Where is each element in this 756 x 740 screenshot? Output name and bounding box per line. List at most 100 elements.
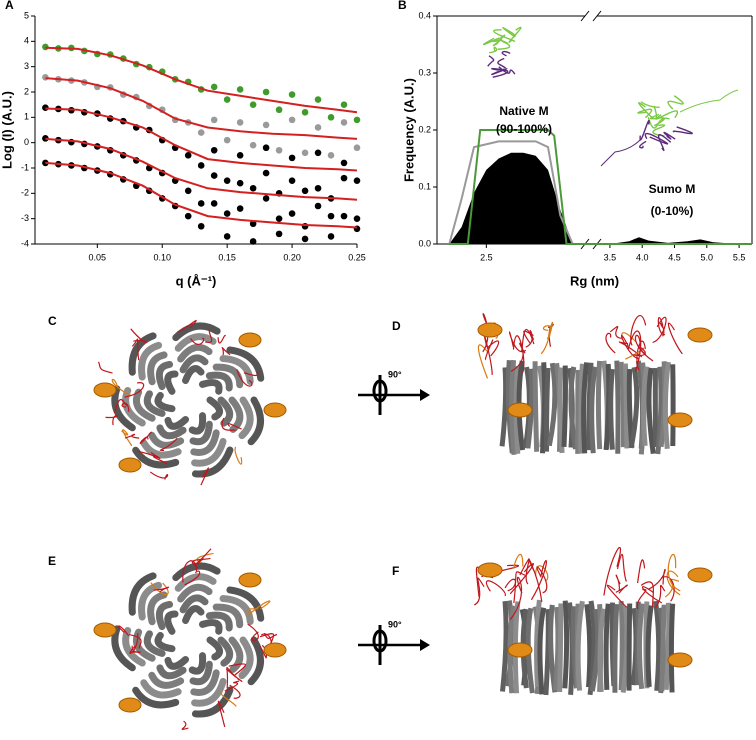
beta-sheet (189, 660, 213, 686)
beta-strand (543, 609, 551, 696)
beta-sheet (177, 343, 213, 363)
loop (121, 402, 130, 412)
data-point (327, 212, 335, 220)
helix (667, 652, 693, 668)
x-tick-label: 3.5 (604, 252, 617, 262)
loop (640, 581, 655, 607)
inset-molecule (497, 39, 511, 50)
inset-molecule (498, 66, 516, 75)
helix (238, 332, 262, 348)
inset-molecule (483, 37, 500, 46)
loop (641, 586, 663, 604)
beta-sheet (143, 630, 166, 657)
loop (205, 329, 213, 344)
inset-molecule (637, 108, 653, 119)
loop (535, 565, 549, 582)
loop (603, 546, 621, 596)
data-line (45, 77, 358, 140)
loop (105, 414, 119, 426)
loop (528, 558, 543, 602)
loop (228, 663, 247, 676)
data-point (340, 119, 348, 126)
loop (652, 316, 667, 344)
beta-strand (557, 367, 565, 454)
inset-molecule (652, 124, 666, 137)
y-tick-label: -3 (21, 213, 29, 223)
loop (247, 623, 259, 641)
data-point (223, 136, 231, 144)
loop (620, 335, 640, 360)
beta-sheet (188, 652, 207, 675)
structure-panel: F 90° (358, 546, 713, 696)
rotation-label: 90° (388, 619, 402, 629)
arrow-head (420, 639, 430, 651)
beta-sheet (155, 600, 174, 631)
loop (512, 335, 525, 373)
beta-strand (584, 603, 593, 688)
data-point (275, 106, 283, 114)
y-tick-label: -1 (21, 162, 29, 172)
data-point (340, 101, 348, 108)
y-tick-label: -4 (21, 238, 29, 248)
data-point (275, 146, 283, 154)
loop (605, 332, 616, 354)
beta-strand (534, 599, 542, 687)
data-point (223, 210, 231, 217)
helix (263, 642, 287, 658)
x-tick-label: 4.0 (636, 252, 649, 262)
y-axis-title: Log (I) (A.U.) (0, 91, 14, 169)
beta-strand (500, 600, 509, 692)
loop (667, 553, 681, 592)
structure-panel: D 90° (358, 313, 713, 455)
loop (184, 570, 201, 586)
beta-strand (655, 366, 664, 455)
beta-strand (532, 361, 540, 452)
loop (627, 330, 642, 372)
structure-panel: C (48, 314, 287, 486)
beta-strand (525, 368, 535, 449)
beta-sheet (111, 625, 136, 672)
beta-sheet (154, 631, 176, 653)
data-point (288, 177, 296, 184)
inset-tail (679, 89, 739, 113)
beta-sheet (247, 396, 264, 446)
beta-sheet (132, 686, 180, 709)
loop (220, 691, 237, 707)
y-tick-label: 0.0 (418, 238, 431, 248)
annotation: Sumo M (649, 182, 696, 196)
loop (661, 576, 675, 602)
loop (484, 339, 494, 361)
beta-strand (636, 603, 646, 690)
data-point (249, 238, 257, 245)
data-point (262, 121, 270, 129)
data-point (262, 144, 270, 152)
beta-strand (507, 605, 517, 694)
loop (504, 578, 516, 592)
data-point (184, 152, 192, 159)
loop (159, 437, 178, 452)
loop (540, 321, 554, 355)
beta-sheet (206, 396, 223, 421)
data-point (314, 184, 322, 192)
x-tick-label: 4.5 (668, 252, 681, 262)
data-point (236, 119, 244, 126)
loop (139, 431, 153, 444)
data-point (236, 179, 244, 187)
data-point (197, 200, 205, 207)
loop (530, 560, 547, 601)
loop (177, 319, 197, 333)
data-point (340, 159, 348, 167)
y-tick-label: -2 (21, 188, 29, 198)
loop (234, 446, 243, 465)
data-point (249, 220, 257, 228)
beta-strand (595, 360, 603, 450)
beta-strand (659, 604, 667, 692)
beta-strand (622, 363, 630, 449)
data-point (210, 200, 218, 207)
x-axis-title: q (Å⁻¹) (176, 273, 217, 288)
panel-label: A (5, 0, 14, 12)
y-tick-label: 4 (24, 36, 29, 46)
loop (224, 680, 240, 692)
y-tick-label: 0.3 (418, 67, 431, 77)
data-line (448, 140, 752, 245)
